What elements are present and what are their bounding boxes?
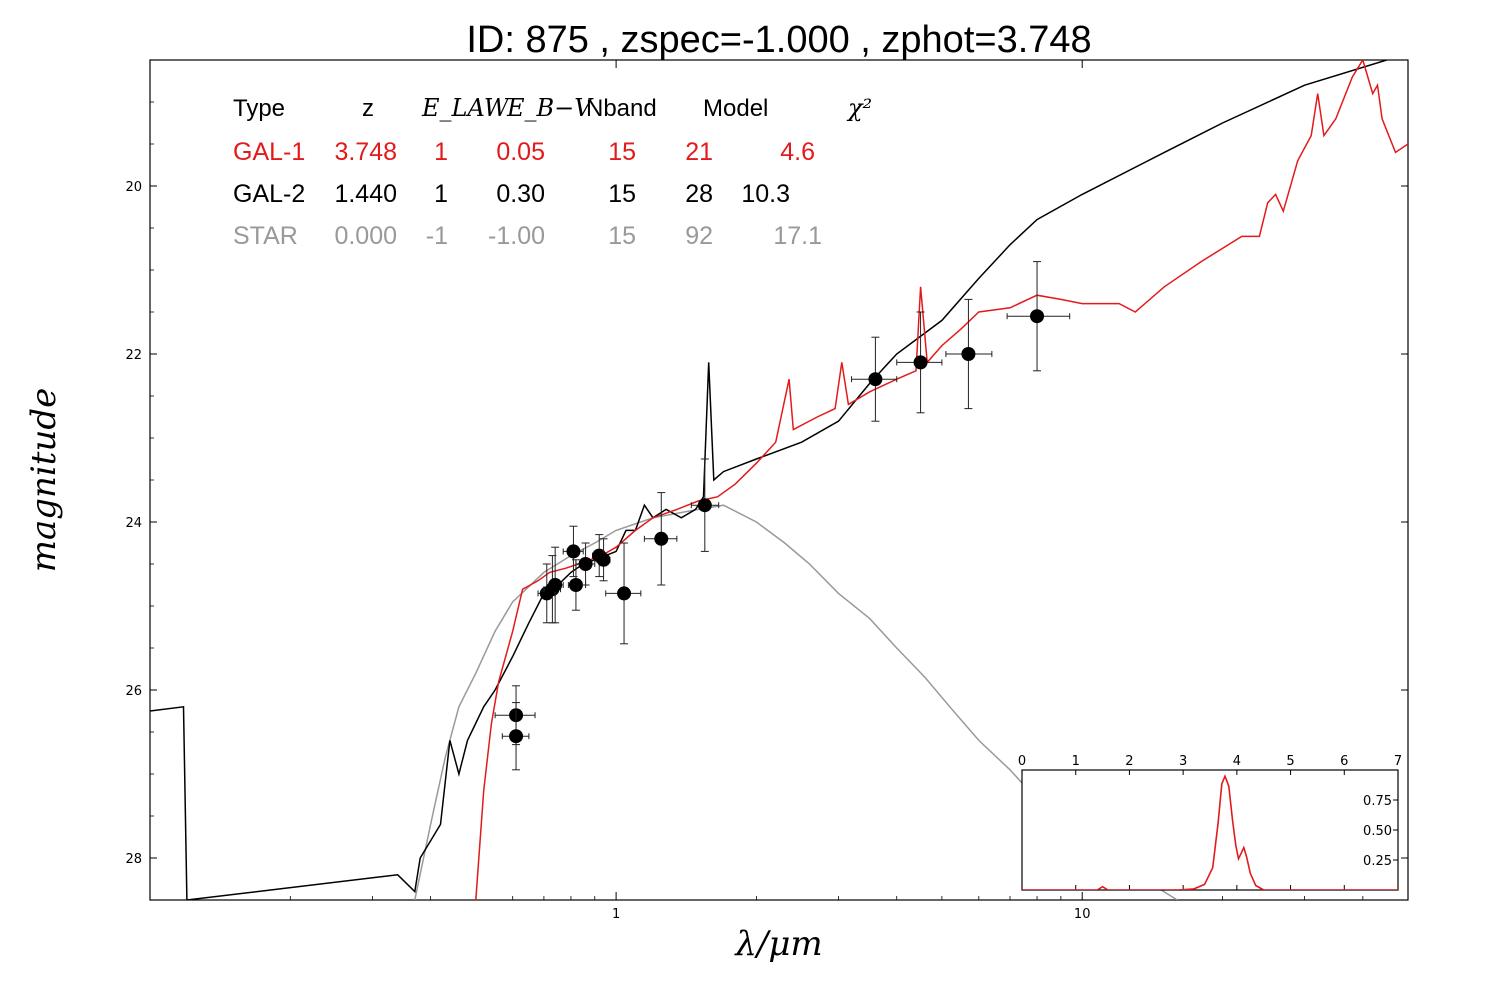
- legend-cell-type: GAL-2: [233, 180, 305, 208]
- inset-series-layer: [1022, 774, 1398, 890]
- legend-row-gal-1: GAL-1 3.748 1 0.05 15 21 4.6: [233, 138, 815, 166]
- x-tick-label: 10: [1074, 907, 1091, 922]
- legend-cell-chi2: 4.6: [780, 138, 815, 166]
- data-marker: [596, 552, 611, 567]
- photometry-point: [562, 525, 584, 578]
- data-marker: [548, 578, 563, 592]
- photometry-point: [643, 492, 678, 586]
- legend-cell-elaw: 1: [434, 138, 448, 166]
- legend-cell-z: 0.000: [334, 222, 397, 250]
- data-marker: [568, 578, 583, 592]
- photometry-point: [605, 542, 642, 645]
- photometry-point: [596, 538, 611, 582]
- legend-cell-type: STAR: [233, 222, 298, 250]
- data-marker: [697, 498, 712, 513]
- header-z: z: [362, 95, 374, 122]
- x-tick-label: 1: [612, 907, 620, 922]
- inset-x-tick-label: 5: [1286, 754, 1294, 769]
- y-tick-label: 28: [125, 852, 142, 867]
- header-model: Model: [703, 95, 768, 122]
- data-marker: [578, 557, 593, 571]
- data-marker: [868, 372, 883, 387]
- redshift-pdf-inset: 0 1 2 3 4 5 6 7 0.25 0.50 0.75: [1018, 754, 1402, 891]
- inset-pdf-line: [1022, 774, 1398, 890]
- legend-cell-elaw: -1: [426, 222, 448, 250]
- y-tick-label: 26: [125, 684, 142, 699]
- header-type: Type: [233, 95, 285, 122]
- photometry-point: [548, 546, 564, 624]
- photometry-point: [1006, 261, 1071, 372]
- header-chi2: χ²: [846, 94, 872, 122]
- legend-cell-chi2: 10.3: [741, 180, 790, 208]
- inset-x-tick-label: 3: [1179, 754, 1187, 769]
- series-line-gal-2: [150, 60, 1387, 900]
- legend-cell-type: GAL-1: [233, 138, 305, 166]
- photometry-point: [501, 702, 530, 771]
- legend-cell-z: 3.748: [334, 138, 397, 166]
- legend-cell-model: 21: [685, 138, 713, 166]
- legend-table: Type z E_LAW E_B−V Nband Model χ² GAL-1 3…: [233, 94, 872, 250]
- plot-frame: [149, 59, 1409, 901]
- data-marker: [961, 347, 976, 361]
- photometry-point: [851, 336, 898, 422]
- photometry-point: [690, 458, 720, 552]
- header-elaw: E_LAW: [421, 94, 511, 122]
- inset-y-tick-label: 0.25: [1363, 854, 1392, 869]
- data-marker: [566, 544, 581, 559]
- y-tick-label: 22: [125, 348, 142, 363]
- y-axis-label: magnitude: [24, 388, 64, 573]
- photometry-points: [494, 261, 1071, 771]
- inset-x-tick-label: 6: [1340, 754, 1348, 769]
- y-tick-label: 20: [125, 180, 142, 195]
- legend-rows: GAL-1 3.748 1 0.05 15 21 4.6 GAL-2 1.440 1 0.30 15 2…: [233, 138, 822, 250]
- inset-x-tick-label: 7: [1394, 754, 1402, 769]
- data-marker: [617, 586, 632, 601]
- legend-cell-nband: 15: [608, 222, 636, 250]
- photometry-point: [575, 542, 596, 586]
- legend-cell-ebv: 0.30: [496, 180, 545, 208]
- legend-cell-model: 28: [685, 180, 713, 208]
- legend-row-gal-2: GAL-2 1.440 1 0.30 15 28 10.3: [233, 180, 790, 208]
- photometry-point: [945, 298, 993, 410]
- photometry-point: [567, 559, 587, 611]
- photometry-point: [896, 311, 943, 414]
- legend-cell-elaw: 1: [434, 180, 448, 208]
- data-marker: [654, 531, 669, 546]
- inset-y-tick-label: 0.75: [1363, 794, 1392, 809]
- inset-y-tick-label: 0.50: [1363, 824, 1392, 839]
- inset-x-tick-label: 4: [1233, 754, 1241, 769]
- legend-row-star: STAR 0.000 -1 -1.00 15 92 17.1: [233, 222, 822, 250]
- y-tick-label: 24: [125, 516, 142, 531]
- legend-cell-z: 1.440: [334, 180, 397, 208]
- legend-cell-model: 92: [685, 222, 713, 250]
- chart-title: ID: 875 , zspec=-1.000 , zphot=3.748: [466, 19, 1091, 61]
- legend-cell-nband: 15: [608, 180, 636, 208]
- header-nband: Nband: [586, 95, 657, 122]
- inset-axes: 0 1 2 3 4 5 6 7 0.25 0.50 0.75: [1018, 754, 1402, 890]
- legend-cell-ebv: -1.00: [488, 222, 545, 250]
- series-line-star: [414, 504, 1178, 900]
- x-axis: 1 10: [289, 60, 1364, 922]
- legend-cell-ebv: 0.05: [496, 138, 545, 166]
- x-axis-label: λ/μm: [733, 924, 822, 964]
- inset-frame: [1021, 769, 1399, 891]
- data-marker: [1030, 309, 1045, 324]
- inset-x-tick-label: 0: [1018, 754, 1026, 769]
- data-marker: [509, 729, 524, 744]
- inset-x-tick-label: 2: [1125, 754, 1133, 769]
- legend-cell-nband: 15: [608, 138, 636, 166]
- inset-x-tick-label: 1: [1072, 754, 1080, 769]
- header-ebv: E_B−V: [506, 94, 594, 122]
- legend-cell-chi2: 17.1: [773, 222, 822, 250]
- data-marker: [913, 355, 928, 370]
